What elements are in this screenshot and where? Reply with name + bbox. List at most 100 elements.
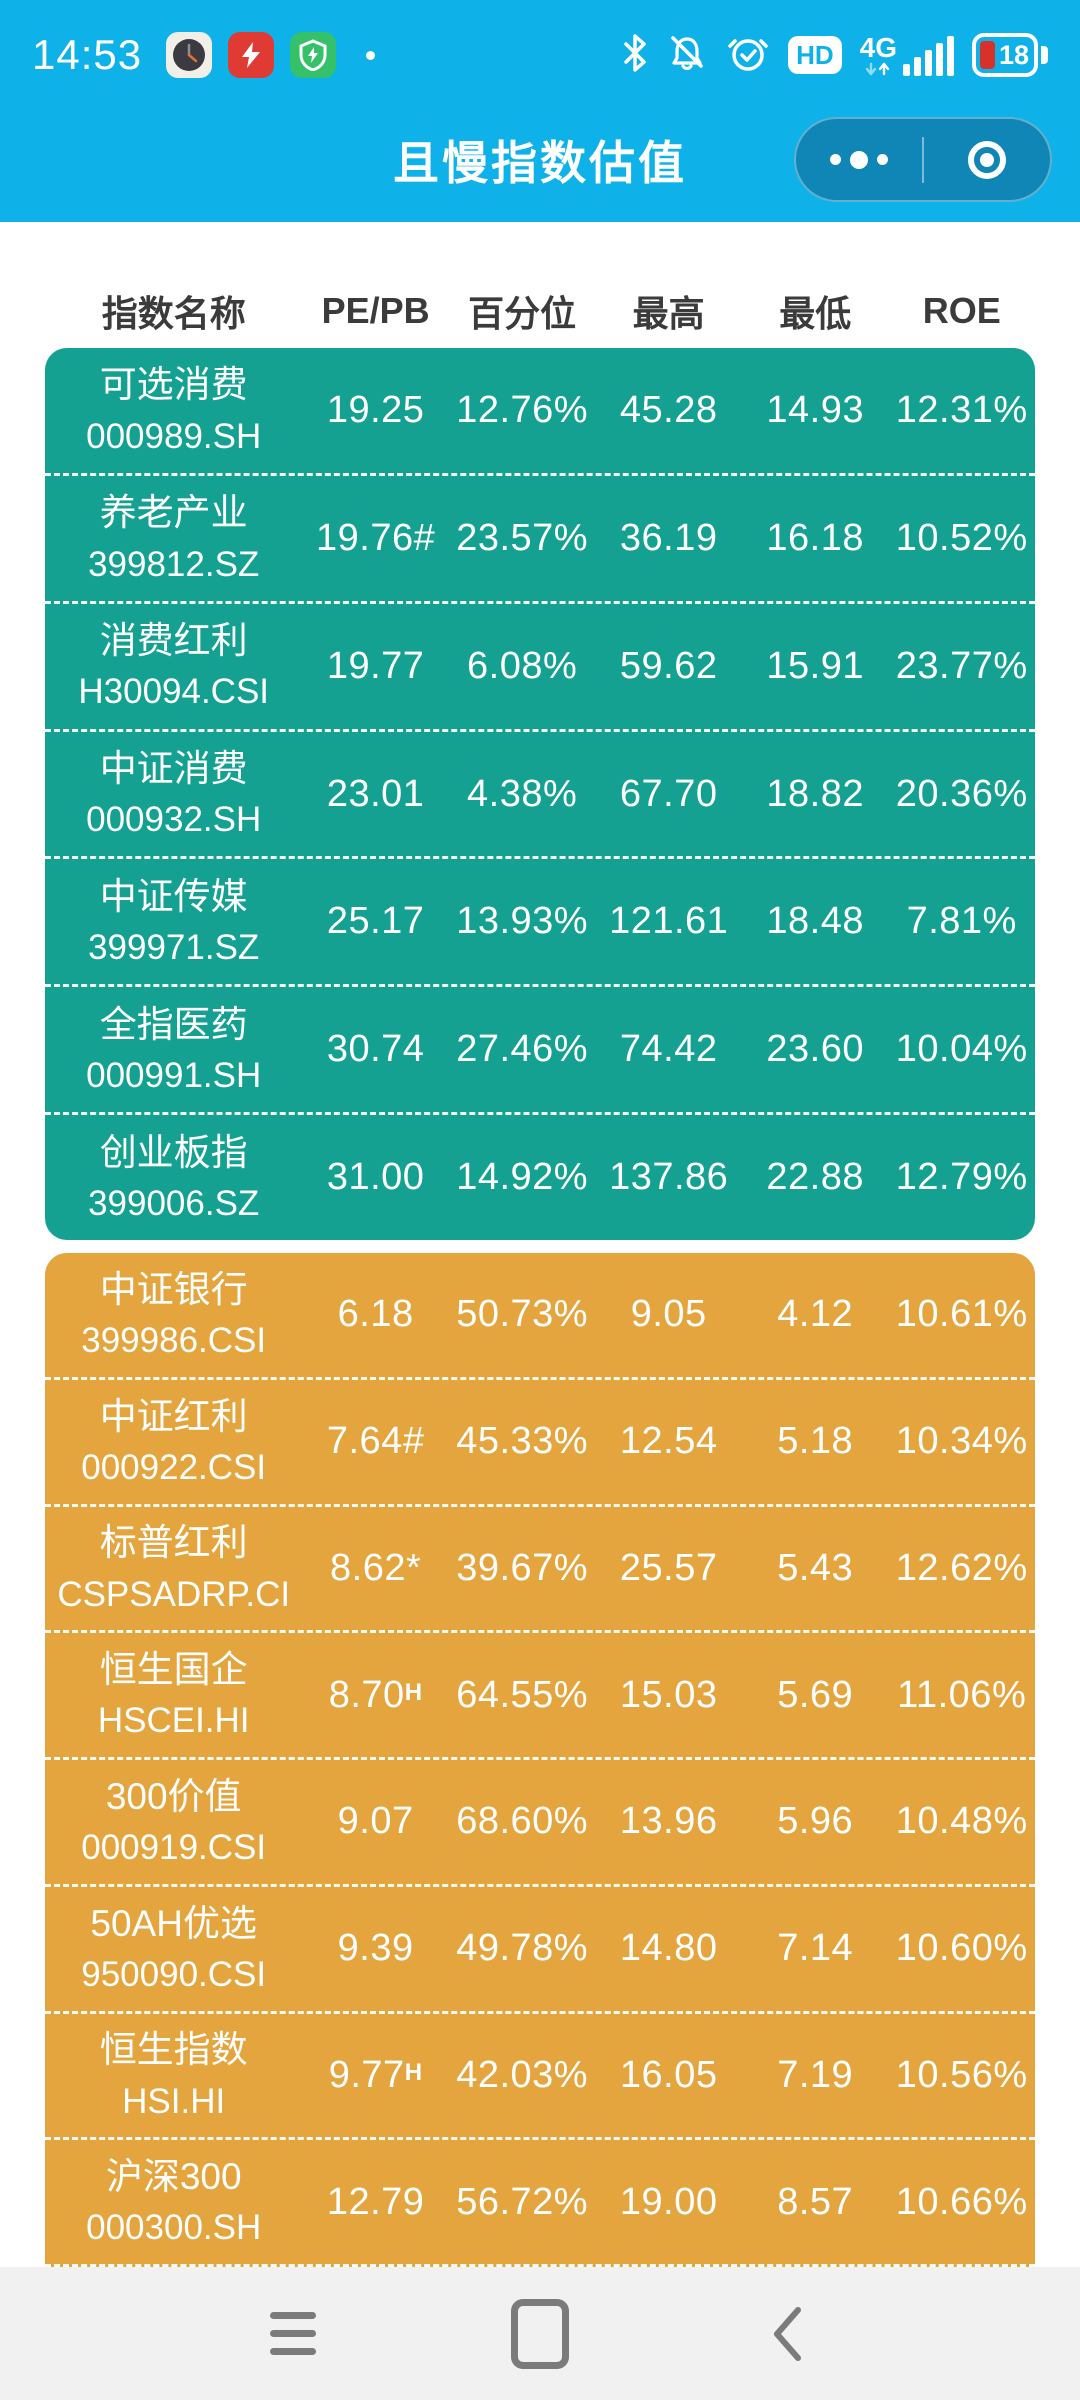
roe-value: 10.34% [895,1420,1028,1463]
index-code: 399006.SZ [88,1183,260,1223]
low-value: 23.60 [766,1028,864,1071]
percentile-value: 42.03% [456,2053,589,2096]
index-name: 消费红利 [99,620,248,662]
index-row[interactable]: 恒生指数 HSI.HI 9.77H 42.03% 16.05 7.19 10.5… [45,2010,1035,2138]
status-right: HD 4G 18 [622,31,1048,80]
index-row[interactable]: 中证传媒 399971.SZ 25.17 13.93% 121.61 18.48… [45,856,1035,984]
low-value: 7.19 [777,2053,854,2096]
column-pe-pb: PE/PB [321,290,430,331]
title-row: 且慢指数估值 [0,110,1080,210]
4g-signal-icon: 4G [860,34,954,76]
index-row[interactable]: 中证银行 399986.CSI 6.18 50.73% 9.05 4.12 10… [45,1253,1035,1377]
pe-pb-suffix: H [404,2058,423,2086]
index-row[interactable]: 养老产业 399812.SZ 19.76# 23.57% 36.19 16.18… [45,472,1035,601]
high-value: 121.61 [609,900,729,943]
pe-pb-suffix: H [404,1678,423,1706]
index-name-cell: 创业板指 399006.SZ [45,1130,302,1226]
pe-pb-value: 9.39 [337,1927,414,1970]
index-name: 中证银行 [99,1268,248,1310]
index-code: 000922.CSI [81,1447,267,1487]
back-button[interactable] [752,2299,822,2369]
roe-value: 10.60% [895,1927,1028,1970]
index-row[interactable]: 全指医药 000991.SH 30.74 27.46% 74.42 23.60 … [45,984,1035,1112]
index-row[interactable]: 300价值 000919.CSI 9.07 68.60% 13.96 5.96 … [45,1757,1035,1884]
page-title: 且慢指数估值 [393,137,687,189]
notification-dot [366,50,376,60]
index-name: 中证红利 [99,1395,248,1437]
pe-pb-value: 9.77H [328,2053,423,2096]
index-code: CSPSADRP.CI [57,1574,291,1614]
index-code: 000919.CSI [81,1828,267,1868]
pe-pb-suffix: # [402,1420,425,1463]
percentile-value: 45.33% [456,1420,589,1463]
low-value: 22.88 [766,1156,864,1199]
index-row[interactable]: 50AH优选 950090.CSI 9.39 49.78% 14.80 7.14… [45,1883,1035,2011]
percentile-value: 64.55% [456,1673,589,1716]
high-value: 19.00 [619,2180,718,2223]
percentile-value: 56.72% [456,2180,589,2223]
high-value: 36.19 [619,516,718,559]
index-row[interactable]: 消费红利 H30094.CSI 19.77 6.08% 59.62 15.91 … [45,600,1035,729]
index-row[interactable]: 创业板指 399006.SZ 31.00 14.92% 137.86 22.88… [45,1112,1035,1240]
pe-pb-suffix: * [405,1546,422,1589]
index-row[interactable]: 中证红利 000922.CSI 7.64# 45.33% 12.54 5.18 … [45,1376,1035,1504]
clock-app-icon [166,32,213,78]
index-name-cell: 恒生指数 HSI.HI [45,2027,302,2123]
index-row[interactable]: 恒生国企 HSCEI.HI 8.70H 64.55% 15.03 5.69 11… [45,1630,1035,1757]
index-code: HSCEI.HI [97,1701,250,1741]
home-button[interactable] [505,2298,575,2369]
roe-value: 23.77% [895,644,1028,687]
high-value: 16.05 [619,2053,718,2096]
percentile-value: 49.78% [456,1927,589,1970]
low-value: 4.12 [777,1293,854,1336]
index-code: H30094.CSI [78,672,270,712]
low-value: 5.43 [777,1546,854,1589]
roe-value: 10.04% [895,1028,1028,1071]
roe-value: 11.06% [897,1673,1027,1716]
battery-percent: 18 [999,39,1030,70]
pe-pb-value: 19.25 [326,388,425,431]
index-name-cell: 恒生国企 HSCEI.HI [45,1647,302,1743]
close-target-button[interactable] [924,119,1050,200]
pe-pb-value: 19.76# [316,516,436,559]
index-row[interactable]: 标普红利 CSPSADRP.CI 8.62* 39.67% 25.57 5.43… [45,1503,1035,1631]
roe-value: 10.48% [895,1800,1028,1843]
pe-pb-value: 9.07 [337,1800,414,1843]
high-value: 67.70 [619,772,718,815]
index-row[interactable]: 中证消费 000932.SH 23.01 4.38% 67.70 18.82 2… [45,728,1035,857]
battery-cap [1041,46,1048,64]
index-name-cell: 标普红利 CSPSADRP.CI [45,1520,302,1616]
roe-value: 12.62% [895,1546,1028,1589]
low-value: 8.57 [777,2180,854,2223]
percentile-value: 50.73% [456,1293,589,1336]
index-code: 399971.SZ [88,928,260,968]
network-type-label: 4G [859,32,897,63]
pe-pb-suffix: # [413,516,436,559]
high-value: 12.54 [619,1420,718,1463]
pe-pb-value: 19.77 [326,644,425,687]
index-code: 950090.CSI [81,1954,267,1994]
valuation-group-teal: 可选消费 000989.SH 19.25 12.76% 45.28 14.93 … [45,348,1035,1240]
index-name-cell: 中证红利 000922.CSI [45,1394,302,1490]
index-name: 恒生指数 [99,2029,248,2071]
recents-button[interactable] [258,2299,328,2369]
more-options-button[interactable] [796,119,922,200]
index-name: 创业板指 [99,1131,248,1173]
ellipsis-icon [830,150,888,169]
percentile-value: 39.67% [456,1546,589,1589]
index-name-cell: 中证传媒 399971.SZ [45,874,302,970]
index-name-cell: 养老产业 399812.SZ [45,490,302,586]
index-code: 000991.SH [86,1055,262,1095]
battery-icon: 18 [972,33,1048,77]
high-value: 13.96 [619,1800,718,1843]
index-name: 50AH优选 [90,1902,257,1944]
index-code: 000300.SH [86,2208,262,2248]
index-name-cell: 50AH优选 950090.CSI [45,1901,302,1997]
percentile-value: 27.46% [456,1028,589,1071]
high-value: 45.28 [619,388,718,431]
roe-value: 10.56% [895,2053,1028,2096]
target-icon [968,140,1006,179]
index-row[interactable]: 可选消费 000989.SH 19.25 12.76% 45.28 14.93 … [45,348,1035,473]
index-row[interactable]: 沪深300 000300.SH 12.79 56.72% 19.00 8.57 … [45,2137,1035,2264]
